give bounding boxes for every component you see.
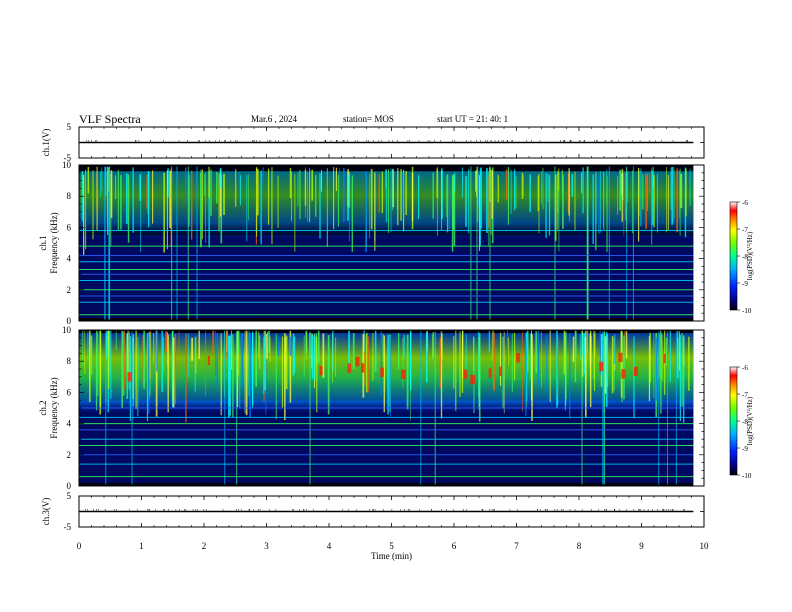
hotspot [618,352,623,363]
start-ut-label: start UT = 21: 40: 1 [437,114,509,124]
colorbar-tick-label: -7 [742,391,748,399]
x-tick-label: 5 [389,541,394,551]
hotspot [401,369,406,380]
station-label: station= MOS [343,114,394,124]
y-axis-label: ch.1(V) [41,129,51,157]
y-tick-label: 5 [67,491,72,501]
x-tick-label: 1 [139,541,144,551]
x-tick-label: 0 [77,541,82,551]
y-axis-label-frequency: Frequency (kHz) [49,212,59,273]
hotspot [621,369,626,379]
x-tick-label: 8 [577,541,582,551]
colorbar-label: log(PSD)(V²/Hz) [746,231,754,280]
hotspot [347,363,351,373]
hotspot [499,366,502,377]
colorbar-tick-label: -7 [742,226,748,234]
y-tick-label: 6 [67,222,72,232]
colorbar-2 [729,366,738,476]
hotspot [361,363,365,373]
y-tick-label: 10 [62,325,72,335]
y-axis-label-frequency: Frequency (kHz) [49,377,59,438]
colorbar-tick-label: -10 [742,307,752,315]
date-label: Mar.6 , 2024 [251,114,297,124]
y-tick-label: 2 [67,285,72,295]
y-axis-label-channel: ch.2 [38,400,48,415]
x-tick-label: 4 [327,541,332,551]
y-tick-label: 10 [62,160,72,170]
colorbar-1 [729,201,738,311]
colorbar-tick-label: -9 [742,445,748,453]
colorbar-tick-label: -8 [742,253,748,261]
y-tick-label: -5 [64,522,72,532]
hotspot [463,369,468,379]
y-tick-label: 4 [67,419,72,429]
hotspot [207,355,210,366]
hotspot [319,365,323,376]
x-tick-label: 9 [639,541,644,551]
hotspot [633,366,638,377]
y-tick-label: 5 [67,122,72,132]
x-tick-label: 3 [264,541,269,551]
x-tick-label: 2 [202,541,207,551]
hotspot [470,374,476,385]
chart-title: VLF Spectra [79,112,141,126]
colorbar-tick-label: -10 [742,472,752,480]
x-tick-label: 7 [514,541,519,551]
y-tick-label: 8 [67,191,72,201]
y-tick-label: 0 [67,316,72,326]
colorbar-tick-label: -6 [742,199,748,207]
y-tick-label: 8 [67,356,72,366]
y-tick-label: 4 [67,254,72,264]
x-axis-label: Time (min) [371,551,412,561]
colorbar-tick-label: -8 [742,418,748,426]
hotspot [599,361,604,372]
y-tick-label: 6 [67,387,72,397]
hotspot [127,372,132,382]
hotspot [516,353,521,363]
colorbar-tick-label: -9 [742,280,748,288]
hotspot [488,368,492,378]
y-tick-label: 2 [67,450,72,460]
colorbar-tick-label: -6 [742,364,748,372]
y-tick-label: 0 [67,481,72,491]
y-tick-label: -5 [64,153,72,163]
spectrogram-haze-1 [79,235,694,318]
y-axis-label: ch.3(V) [41,498,51,526]
hotspot [380,367,384,377]
colorbar-label: log(PSD)(V²/Hz) [746,396,754,445]
x-tick-label: 6 [452,541,457,551]
hotspot [663,353,666,364]
x-tick-label: 10 [700,541,710,551]
hotspot [355,356,360,367]
y-axis-label-channel: ch.1 [38,235,48,250]
